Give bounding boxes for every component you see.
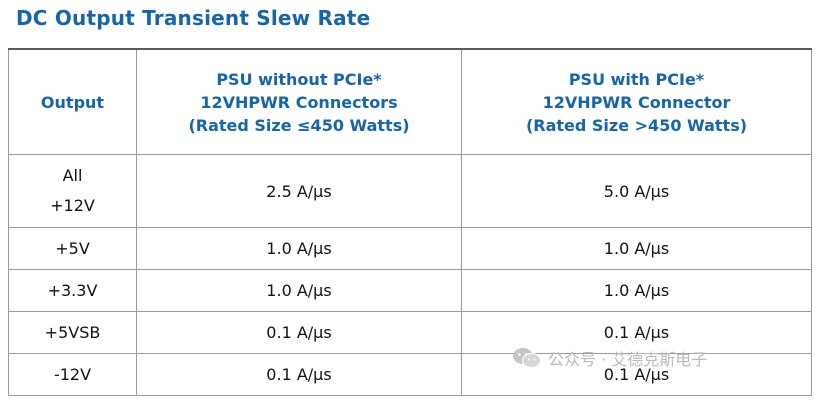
output-cell: +3.3V: [8, 269, 137, 312]
header-output: Output: [8, 48, 137, 155]
output-cell: +5V: [8, 227, 137, 270]
slew-without-cell: 1.0 A/µs: [136, 227, 462, 270]
table-row: +3.3V 1.0 A/µs 1.0 A/µs: [8, 269, 812, 312]
header-line: PSU with PCIe*: [568, 69, 705, 89]
slew-without-cell: 1.0 A/µs: [136, 269, 462, 312]
slew-with-cell: 1.0 A/µs: [461, 227, 812, 270]
slew-with-cell: 0.1 A/µs: [461, 353, 812, 396]
slew-with-cell: 5.0 A/µs: [461, 154, 812, 228]
slew-rate-table: Output PSU without PCIe* 12VHPWR Connect…: [8, 48, 812, 396]
output-cell: +5VSB: [8, 311, 137, 354]
header-psu-without-connectors: PSU without PCIe* 12VHPWR Connectors (Ra…: [136, 48, 462, 155]
header-line: 12VHPWR Connectors: [200, 92, 398, 112]
header-line: (Rated Size >450 Watts): [525, 115, 748, 135]
output-cell: -12V: [8, 353, 137, 396]
table-row: +5VSB 0.1 A/µs 0.1 A/µs: [8, 311, 812, 354]
header-psu-with-connector: PSU with PCIe* 12VHPWR Connector (Rated …: [461, 48, 812, 155]
header-line: 12VHPWR Connector: [542, 92, 731, 112]
slew-with-cell: 1.0 A/µs: [461, 269, 812, 312]
table-row: -12V 0.1 A/µs 0.1 A/µs: [8, 353, 812, 396]
table-header-row: Output PSU without PCIe* 12VHPWR Connect…: [8, 48, 812, 155]
output-cell: All +12V: [8, 154, 137, 228]
header-line: (Rated Size ≤450 Watts): [188, 115, 410, 135]
page-title: DC Output Transient Slew Rate: [16, 6, 371, 30]
slew-without-cell: 0.1 A/µs: [136, 311, 462, 354]
header-line: PSU without PCIe*: [216, 69, 382, 89]
slew-without-cell: 2.5 A/µs: [136, 154, 462, 228]
slew-without-cell: 0.1 A/µs: [136, 353, 462, 396]
slew-with-cell: 0.1 A/µs: [461, 311, 812, 354]
table-row: All +12V 2.5 A/µs 5.0 A/µs: [8, 154, 812, 228]
table-row: +5V 1.0 A/µs 1.0 A/µs: [8, 227, 812, 270]
